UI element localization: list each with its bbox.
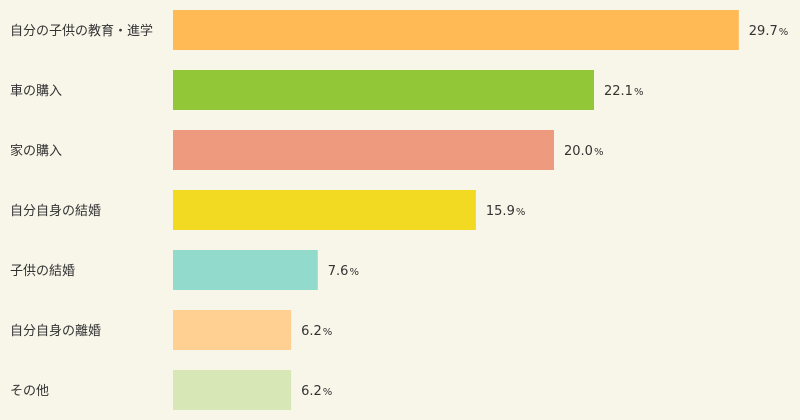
category-label: 子供の結婚 [10, 264, 75, 279]
category-label: 自分自身の結婚 [10, 203, 101, 219]
bar [173, 130, 554, 170]
value-unit: % [323, 387, 333, 398]
value-number: 6.2 [301, 384, 322, 399]
category-label: 家の購入 [10, 143, 62, 159]
value-label: 6.2% [301, 324, 332, 339]
category-label: 車の購入 [10, 84, 62, 99]
value-label: 20.0% [564, 144, 603, 159]
value-label: 7.6% [328, 264, 359, 279]
bar [173, 250, 318, 290]
bar [173, 190, 476, 230]
bar [173, 10, 739, 50]
value-label: 6.2% [301, 384, 332, 399]
category-label: 自分の子供の教育・進学 [10, 23, 153, 39]
value-label: 22.1% [604, 84, 643, 99]
value-number: 6.2 [301, 324, 322, 339]
bar [173, 70, 595, 110]
value-unit: % [779, 27, 789, 38]
value-label: 29.7% [749, 24, 788, 39]
value-number: 20.0 [564, 144, 593, 159]
value-label: 15.9% [486, 204, 525, 219]
category-label: 自分自身の離婚 [10, 323, 101, 339]
value-unit: % [323, 327, 333, 338]
value-number: 22.1 [604, 84, 633, 99]
bar [173, 370, 292, 410]
bar [173, 310, 292, 350]
value-unit: % [594, 147, 604, 158]
category-label: その他 [10, 384, 49, 399]
value-unit: % [349, 267, 359, 278]
value-number: 29.7 [749, 24, 778, 39]
value-unit: % [516, 207, 526, 218]
value-number: 7.6 [328, 264, 349, 279]
value-number: 15.9 [486, 204, 515, 219]
value-unit: % [634, 87, 644, 98]
